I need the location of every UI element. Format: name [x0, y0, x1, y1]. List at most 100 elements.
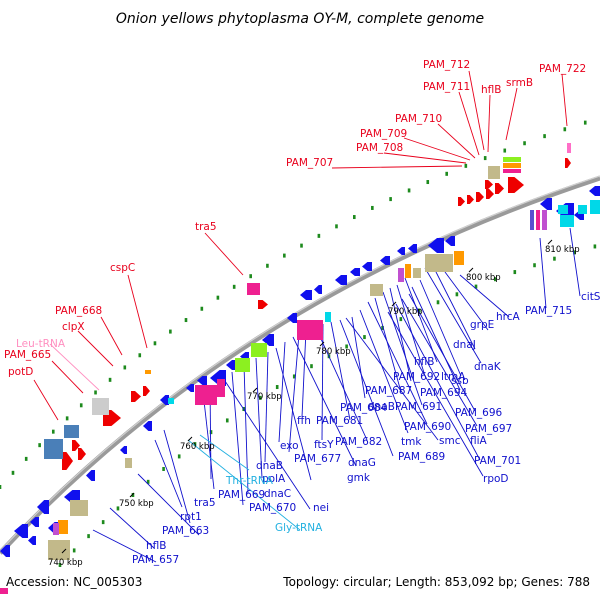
reverse-gene-arrow [30, 517, 39, 527]
inner-track-dot [345, 344, 348, 349]
reverse-gene-label: dnaC [264, 488, 291, 500]
gene-block [58, 520, 68, 534]
forward-gene-label: hflB [481, 84, 501, 96]
forward-gene-label: clpX [62, 321, 85, 333]
outer-track-dot [335, 224, 338, 229]
reverse-gene-arrow [0, 545, 10, 557]
reverse-gene-label: ssb [451, 375, 469, 387]
leader-line [222, 377, 311, 510]
forward-gene-label: PAM_712 [423, 59, 470, 71]
forward-gene-arrow [62, 452, 73, 470]
scale-tick-mark [187, 436, 193, 442]
forward-gene-label: PAM_722 [539, 63, 586, 75]
trna-gene-label: Thr-tRNA [225, 475, 274, 487]
forward-gene-arrow [72, 440, 80, 451]
leader-line [395, 303, 481, 461]
gene-block [398, 268, 404, 282]
leader-line [278, 341, 286, 443]
inner-track-dot [418, 308, 421, 313]
reverse-gene-arrow [445, 236, 455, 246]
scale-tick-mark [468, 267, 474, 273]
outer-track-dot [523, 141, 526, 146]
reverse-gene-arrow [397, 247, 405, 255]
reverse-gene-label: hflB [146, 540, 166, 552]
forward-gene-arrow [258, 300, 268, 309]
reverse-gene-label: PAM_682 [335, 436, 382, 448]
leader-line [389, 287, 412, 382]
outer-track-dot [138, 353, 142, 358]
forward-gene-arrow [485, 180, 493, 189]
outer-track-dot [184, 318, 188, 323]
outer-track-dot [65, 416, 69, 421]
leader-line [51, 360, 84, 394]
leader-line [288, 333, 300, 453]
leader-line [199, 434, 250, 471]
inner-track-dot [193, 442, 197, 447]
outer-track-dot [563, 127, 567, 132]
outer-track-dot [426, 180, 430, 185]
gene-block [217, 379, 225, 397]
leader-line [331, 165, 463, 169]
leader-line [382, 291, 423, 406]
inner-track-dot [310, 364, 313, 369]
scale-tick-mark [129, 492, 135, 498]
label-leader-lines [33, 70, 581, 563]
leader-line [330, 321, 351, 421]
reverse-gene-arrow [335, 275, 347, 285]
reverse-gene-label: dnaG [348, 457, 376, 469]
reverse-gene-label: gmk [347, 472, 371, 484]
trna-gene-label: Gly-tRNA [275, 522, 323, 534]
leader-line [154, 439, 183, 508]
gene-features [0, 143, 600, 594]
forward-gene-arrow [458, 197, 465, 206]
scale-tick-label: 790 kbp [388, 307, 423, 317]
leader-line [383, 152, 467, 164]
forward-gene-arrow [486, 189, 494, 199]
inner-track-dot [146, 479, 150, 484]
leader-line [301, 329, 307, 418]
reverse-gene-label: PAM_670 [249, 502, 296, 514]
leader-line [204, 232, 244, 276]
forward-gene-label: PAM_665 [4, 349, 51, 361]
reverse-gene-label: PAM_684 [340, 402, 388, 414]
leader-line [396, 284, 426, 377]
genome-backbone-highlight [0, 175, 600, 552]
reverse-gene-label: dnaK [474, 361, 502, 373]
reverse-gene-label: PAM_715 [525, 305, 572, 317]
leader-line [77, 330, 114, 367]
gene-block [488, 166, 500, 179]
inner-track-dot [381, 325, 384, 330]
outer-track-dot [200, 306, 204, 311]
reverse-gene-label: PAM_694 [420, 387, 468, 399]
gene-block [536, 210, 540, 230]
leader-line [569, 227, 581, 297]
forward-gene-arrow [476, 192, 484, 202]
outer-track-dot [24, 456, 28, 461]
outer-track-dot [108, 377, 112, 382]
reverse-gene-label: PAM_687 [365, 385, 412, 397]
leader-line [561, 73, 568, 127]
inner-track-dot [162, 466, 165, 471]
gene-block [235, 358, 250, 372]
reverse-gene-label: dnaB [368, 401, 395, 413]
gene-block [44, 439, 63, 459]
reverse-gene-arrow [408, 244, 417, 253]
gene-block [542, 210, 547, 230]
scale-tick-label: 800 kbp [466, 273, 501, 283]
reverse-gene-label: ftsY [314, 439, 334, 451]
forward-gene-label: PAM_711 [423, 81, 470, 93]
inner-track-dot [275, 385, 279, 390]
reverse-gene-label: hrcA [496, 311, 521, 323]
gene-block [145, 370, 151, 374]
map-title: Onion yellows phytoplasma OY-M, complete… [116, 11, 484, 27]
reverse-gene-arrow [380, 256, 390, 265]
reverse-gene-arrow [350, 268, 360, 276]
forward-gene-arrow [495, 183, 504, 194]
scale-tick-mark [252, 387, 258, 393]
leader-line [468, 70, 485, 151]
leader-line [315, 327, 368, 441]
genome-summary: Topology: circular; Length: 853,092 bp; … [282, 575, 590, 589]
gene-block [503, 163, 521, 168]
scale-ticks: 740 kbp 750 kbp 760 kbp 770 kbp 780 kbp 790 k… [48, 239, 580, 568]
reverse-gene-label: PAM_677 [294, 453, 341, 465]
